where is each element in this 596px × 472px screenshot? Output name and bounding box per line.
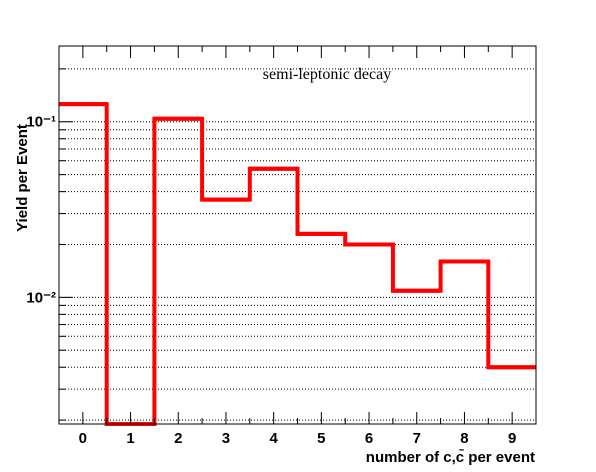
axis-ticks <box>58 46 537 424</box>
x-tick-label: 2 <box>174 430 182 447</box>
x-tick-label: 1 <box>126 430 134 447</box>
chart-annotation: semi-leptonic decay <box>263 66 391 83</box>
grid-lines <box>59 68 536 421</box>
x-tick-label: 6 <box>365 430 373 447</box>
x-tick-label: 8 <box>460 430 468 447</box>
x-tick-label: 4 <box>269 430 278 447</box>
x-tick-label: 9 <box>508 430 516 447</box>
x-tick-label: 7 <box>413 430 421 447</box>
tick-labels: 10⁻¹ 10⁻² 0 1 2 3 4 5 6 7 8 9 <box>26 114 516 447</box>
x-tick-label: 0 <box>79 430 87 447</box>
x-tick-label: 3 <box>222 430 230 447</box>
series-layer <box>59 102 536 426</box>
y-tick-label: 10⁻¹ <box>26 114 56 131</box>
x-tick-label: 5 <box>317 430 325 447</box>
histogram-series <box>59 102 536 426</box>
x-axis-title: number of c,c̄ per event <box>366 448 535 466</box>
y-axis-title: Yield per Event <box>14 124 31 232</box>
y-tick-label: 10⁻² <box>26 289 56 306</box>
